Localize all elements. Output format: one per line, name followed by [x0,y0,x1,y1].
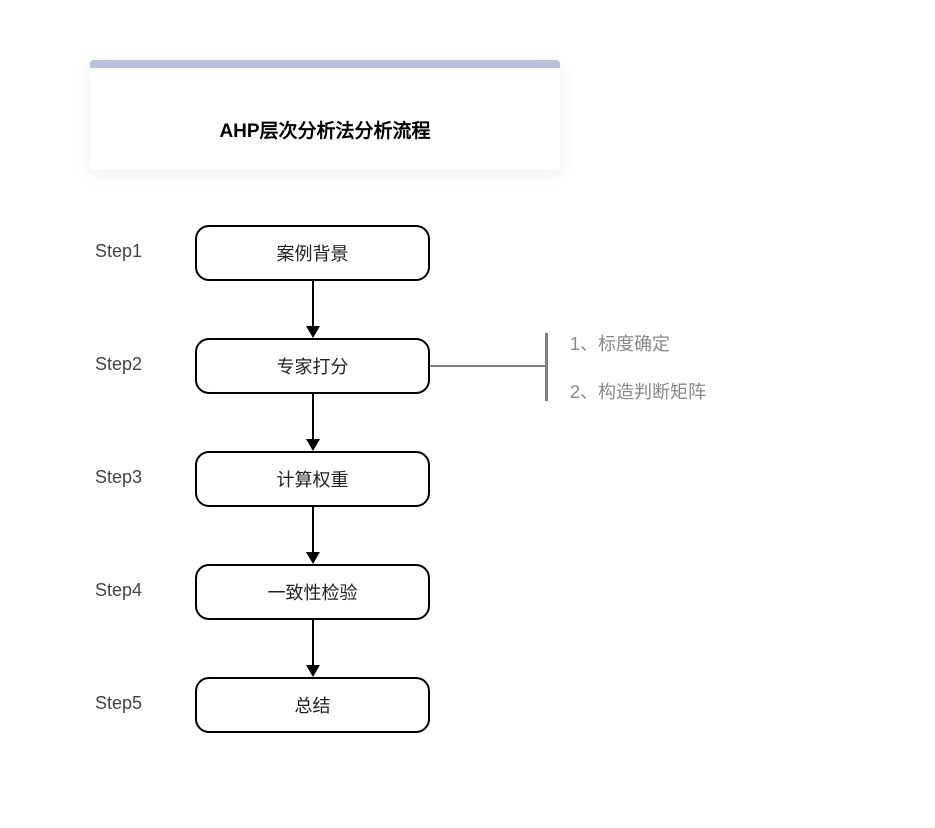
flow-box-3: 计算权重 [195,451,430,507]
flow-box-5: 总结 [195,677,430,733]
flow-box-text-3: 计算权重 [277,466,349,492]
step-label-4: Step4 [95,580,142,601]
arrow-head-icon-1 [306,326,320,338]
flow-box-2: 专家打分 [195,338,430,394]
side-vertical-bar [545,333,548,401]
flow-box-1: 案例背景 [195,225,430,281]
arrow-head-icon-3 [306,552,320,564]
step-label-2: Step2 [95,354,142,375]
header-accent-bar [90,60,560,68]
side-note-2: 2、构造判断矩阵 [570,378,706,404]
flow-box-text-5: 总结 [295,692,331,718]
arrow-line-2 [312,394,314,439]
arrow-head-icon-2 [306,439,320,451]
page-title: AHP层次分析法分析流程 [90,116,560,143]
flow-box-text-2: 专家打分 [277,353,349,379]
flow-box-text-4: 一致性检验 [268,579,358,605]
step-label-3: Step3 [95,467,142,488]
header-card: AHP层次分析法分析流程 [90,60,560,170]
arrow-line-1 [312,281,314,326]
step-label-1: Step1 [95,241,142,262]
flow-box-text-1: 案例背景 [277,240,349,266]
arrow-line-3 [312,507,314,552]
arrow-line-4 [312,620,314,665]
side-connector-line [430,365,545,367]
arrow-head-icon-4 [306,665,320,677]
step-label-5: Step5 [95,693,142,714]
side-note-1: 1、标度确定 [570,330,670,356]
flow-box-4: 一致性检验 [195,564,430,620]
